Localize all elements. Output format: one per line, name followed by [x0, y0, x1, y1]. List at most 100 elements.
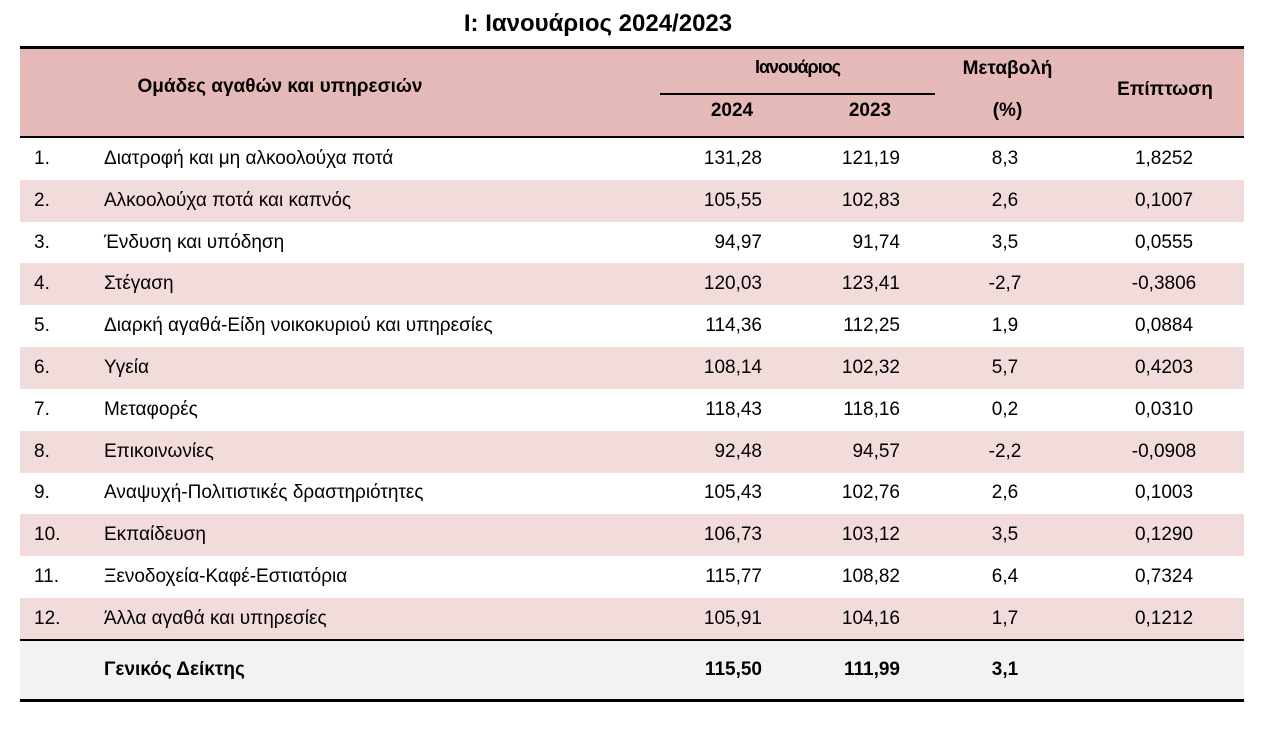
row-group-name: Εκπαίδευση	[104, 524, 206, 546]
row-impact: 0,1290	[1134, 524, 1194, 546]
row-impact: 0,4203	[1134, 357, 1194, 378]
row-value-2024: 120,03	[703, 273, 762, 295]
row-change: 6,4	[991, 566, 1019, 587]
row-value-2023: 121,19	[841, 148, 900, 169]
row-impact: -0,3806	[1131, 273, 1197, 295]
row-impact: 0,7324	[1134, 566, 1194, 587]
row-change: -2,7	[988, 273, 1022, 295]
row-value-2024: 118,43	[705, 398, 762, 420]
table-row: 2. Αλκοολούχα ποτά και καπνός 105,55 102,83…	[20, 179, 1244, 222]
row-impact: 0,0884	[1134, 315, 1194, 337]
row-number: 11.	[34, 566, 60, 587]
row-value-2024: 94,97	[714, 231, 762, 253]
row-number: 5.	[34, 315, 50, 337]
row-value-2023: 102,83	[841, 189, 900, 211]
row-group-name: Ένδυση και υπόδηση	[104, 231, 285, 253]
table-row: 7. Μεταφορές 118,43 118,16 0,2 0,0310	[20, 389, 1244, 431]
row-group-name: Μεταφορές	[104, 398, 198, 420]
row-value-2023: 103,12	[841, 524, 900, 546]
row-group-name: Στέγαση	[104, 273, 174, 295]
table-row: 12. Άλλα αγαθά και υπηρεσίες 105,91 104,16 1…	[20, 597, 1244, 640]
row-impact: 0,1003	[1134, 482, 1194, 504]
table-row: 5. Διαρκή αγαθά-Είδη νοικοκυριού και υπηρ…	[20, 305, 1244, 347]
row-value-2023: 94,57	[852, 440, 900, 462]
row-value-2024: 105,43	[703, 482, 762, 504]
row-change: 5,7	[991, 357, 1019, 378]
row-value-2024: 108,14	[703, 357, 762, 378]
row-value-2023: 102,32	[841, 357, 900, 378]
row-change: 2,6	[991, 189, 1019, 211]
total-row: Γενικός Δείκτης 115,50 111,99 3,1	[20, 641, 1244, 699]
row-change: 0,2	[991, 398, 1019, 420]
row-number: 8.	[34, 440, 50, 462]
row-value-2023: 123,41	[841, 273, 900, 295]
total-2023: 111,99	[843, 659, 900, 680]
row-group-name: Διαρκή αγαθά-Είδη νοικοκυριού και υπηρεσ…	[104, 315, 493, 337]
row-group-name: Ξενοδοχεία-Καφέ-Εστιατόρια	[104, 566, 348, 587]
row-change: 3,5	[991, 524, 1019, 546]
row-number: 4.	[34, 273, 50, 295]
header-january: Ιανουάριος	[754, 57, 841, 77]
table-row: 4. Στέγαση 120,03 123,41 -2,7 -0,3806	[20, 263, 1244, 306]
total-change: 3,1	[991, 659, 1019, 680]
header-bottom-rule	[20, 136, 1244, 138]
row-change: 8,3	[991, 148, 1019, 169]
header-change: Μεταβολή	[962, 58, 1053, 79]
header-impact: Επίπτωση	[1117, 79, 1213, 100]
row-group-name: Υγεία	[104, 357, 149, 378]
top-rule	[20, 46, 1244, 49]
header-change-unit: (%)	[992, 100, 1023, 121]
row-number: 2.	[34, 189, 50, 211]
row-value-2024: 105,91	[703, 607, 762, 629]
row-group-name: Διατροφή και μη αλκοολούχα ποτά	[104, 148, 394, 169]
header-year-2024: 2024	[710, 100, 754, 121]
row-value-2024: 106,73	[703, 524, 762, 546]
row-group-name: Αλκοολούχα ποτά και καπνός	[104, 189, 352, 211]
row-number: 9.	[34, 482, 50, 504]
row-group-name: Αναψυχή-Πολιτιστικές δραστηριότητες	[104, 482, 424, 504]
row-value-2023: 102,76	[841, 482, 900, 504]
row-change: -2,2	[988, 440, 1022, 462]
row-value-2024: 115,77	[705, 566, 762, 587]
row-change: 2,6	[991, 482, 1019, 504]
row-value-2023: 104,16	[841, 607, 900, 629]
total-2024: 115,50	[704, 659, 762, 680]
table-header: Ομάδες αγαθών και υπηρεσιών Ιανουάριος 2…	[20, 49, 1244, 136]
row-number: 6.	[34, 357, 50, 378]
total-label: Γενικός Δείκτης	[104, 659, 245, 680]
table-row: 8. Επικοινωνίες 92,48 94,57 -2,2 -0,0908	[20, 430, 1244, 473]
row-change: 3,5	[991, 231, 1019, 253]
row-impact: -0,0908	[1131, 440, 1197, 462]
row-impact: 0,1007	[1134, 189, 1194, 211]
row-number: 3.	[34, 231, 50, 253]
row-number: 10.	[34, 524, 61, 546]
row-group-name: Άλλα αγαθά και υπηρεσίες	[104, 607, 327, 629]
january-underline	[660, 93, 935, 95]
row-number: 1.	[34, 148, 50, 169]
row-value-2023: 112,25	[843, 315, 900, 337]
row-number: 12.	[34, 607, 61, 629]
header-year-2023: 2023	[848, 100, 892, 121]
row-impact: 0,0310	[1134, 398, 1194, 420]
row-value-2024: 105,55	[703, 189, 762, 211]
row-number: 7.	[34, 398, 50, 420]
row-value-2023: 108,82	[841, 566, 900, 587]
row-value-2024: 131,28	[703, 148, 762, 169]
row-value-2024: 114,36	[705, 315, 762, 337]
table-row: 11. Ξενοδοχεία-Καφέ-Εστιατόρια 115,77 108,8…	[20, 556, 1244, 598]
table-row: 10. Εκπαίδευση 106,73 103,12 3,5 0,1290	[20, 514, 1244, 557]
table-row: 3. Ένδυση και υπόδηση 94,97 91,74 3,5 0,0555	[20, 222, 1244, 264]
row-value-2024: 92,48	[714, 440, 762, 462]
bottom-rule	[20, 699, 1244, 702]
row-change: 1,7	[991, 607, 1019, 629]
row-impact: 0,1212	[1134, 607, 1194, 629]
table-row: 6. Υγεία 108,14 102,32 5,7 0,4203	[20, 347, 1244, 389]
row-value-2023: 118,16	[843, 398, 900, 420]
row-change: 1,9	[991, 315, 1019, 337]
header-groups: Ομάδες αγαθών και υπηρεσιών	[137, 76, 423, 97]
table-row: 9. Αναψυχή-Πολιτιστικές δραστηριότητες 105…	[20, 472, 1244, 514]
table-row: 1. Διατροφή και μη αλκοολούχα ποτά 131,28 1…	[20, 138, 1244, 180]
total-top-rule	[20, 639, 1244, 641]
row-value-2023: 91,74	[852, 231, 900, 253]
row-group-name: Επικοινωνίες	[104, 440, 214, 462]
